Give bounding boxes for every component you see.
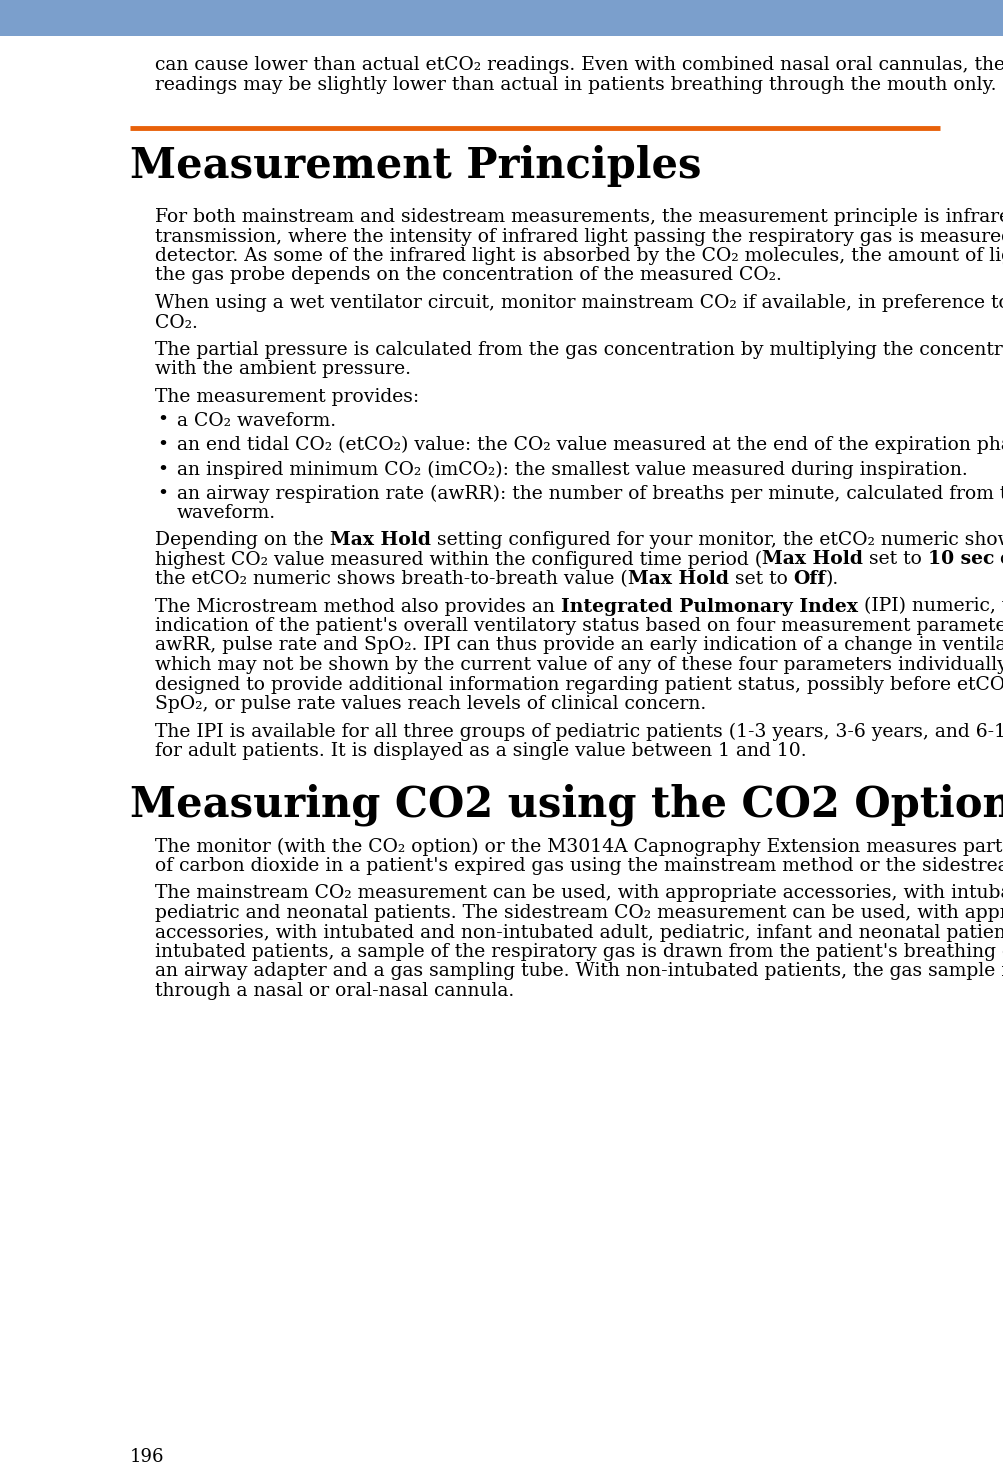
Text: intubated patients, a sample of the respiratory gas is drawn from the patient's : intubated patients, a sample of the resp… — [154, 943, 1003, 961]
Text: an airway respiration rate (awRR): the number of breaths per minute, calculated : an airway respiration rate (awRR): the n… — [177, 486, 1003, 503]
Text: The measurement provides:: The measurement provides: — [154, 388, 418, 406]
Text: Off: Off — [792, 570, 825, 587]
Text: CO₂.: CO₂. — [154, 313, 198, 332]
Text: highest CO₂ value measured within the configured time period (: highest CO₂ value measured within the co… — [154, 551, 761, 568]
Bar — [0, 0, 1003, 35]
Text: of carbon dioxide in a patient's expired gas using the mainstream method or the : of carbon dioxide in a patient's expired… — [154, 858, 1003, 875]
Text: the etCO₂ numeric shows breath-to-breath value (: the etCO₂ numeric shows breath-to-breath… — [154, 570, 627, 587]
Text: detector. As some of the infrared light is absorbed by the CO₂ molecules, the am: detector. As some of the infrared light … — [154, 246, 1003, 266]
Text: with the ambient pressure.: with the ambient pressure. — [154, 360, 410, 378]
Text: accessories, with intubated and non-intubated adult, pediatric, infant and neona: accessories, with intubated and non-intu… — [154, 924, 1003, 942]
Text: indication of the patient's overall ventilatory status based on four measurement: indication of the patient's overall vent… — [154, 617, 1003, 635]
Text: SpO₂, or pulse rate values reach levels of clinical concern.: SpO₂, or pulse rate values reach levels … — [154, 695, 705, 713]
Text: awRR, pulse rate and SpO₂. IPI can thus provide an early indication of a change : awRR, pulse rate and SpO₂. IPI can thus … — [154, 636, 1003, 654]
Text: 10 sec: 10 sec — [927, 551, 993, 568]
Text: a CO₂ waveform.: a CO₂ waveform. — [177, 412, 336, 430]
Text: readings may be slightly lower than actual in patients breathing through the mou: readings may be slightly lower than actu… — [154, 75, 996, 93]
Text: an end tidal CO₂ (etCO₂) value: the CO₂ value measured at the end of the expirat: an end tidal CO₂ (etCO₂) value: the CO₂ … — [177, 435, 1003, 455]
Text: (IPI) numeric, which is an: (IPI) numeric, which is an — [857, 598, 1003, 615]
Text: The IPI is available for all three groups of pediatric patients (1-3 years, 3-6 : The IPI is available for all three group… — [154, 722, 1003, 741]
Text: the gas probe depends on the concentration of the measured CO₂.: the gas probe depends on the concentrati… — [154, 267, 781, 285]
Text: •: • — [156, 486, 168, 503]
Text: waveform.: waveform. — [177, 505, 276, 523]
Text: for adult patients. It is displayed as a single value between 1 and 10.: for adult patients. It is displayed as a… — [154, 742, 805, 760]
Text: ).: ). — [825, 570, 839, 587]
Text: Max Hold: Max Hold — [329, 531, 430, 549]
Text: Integrated Pulmonary Index: Integrated Pulmonary Index — [561, 598, 857, 615]
Text: •: • — [156, 435, 168, 455]
Text: •: • — [156, 412, 168, 430]
Text: can cause lower than actual etCO₂ readings. Even with combined nasal oral cannul: can cause lower than actual etCO₂ readin… — [154, 56, 1003, 74]
Text: For both mainstream and sidestream measurements, the measurement principle is in: For both mainstream and sidestream measu… — [154, 208, 1003, 226]
Text: 196: 196 — [129, 1448, 164, 1466]
Text: designed to provide additional information regarding patient status, possibly be: designed to provide additional informati… — [154, 676, 1003, 694]
Text: set to: set to — [863, 551, 927, 568]
Text: which may not be shown by the current value of any of these four parameters indi: which may not be shown by the current va… — [154, 655, 1003, 675]
Text: The mainstream CO₂ measurement can be used, with appropriate accessories, with i: The mainstream CO₂ measurement can be us… — [154, 884, 1003, 902]
Text: through a nasal or oral-nasal cannula.: through a nasal or oral-nasal cannula. — [154, 982, 514, 1001]
Text: Max Hold: Max Hold — [627, 570, 728, 587]
Text: an inspired minimum CO₂ (imCO₂): the smallest value measured during inspiration.: an inspired minimum CO₂ (imCO₂): the sma… — [177, 461, 967, 478]
Text: Measuring CO2 using the CO2 Option or M3014A: Measuring CO2 using the CO2 Option or M3… — [129, 784, 1003, 827]
Text: The monitor (with the CO₂ option) or the M3014A Capnography Extension measures p: The monitor (with the CO₂ option) or the… — [154, 837, 1003, 856]
Text: The Microstream method also provides an: The Microstream method also provides an — [154, 598, 561, 615]
Text: Max Hold: Max Hold — [761, 551, 863, 568]
Text: set to: set to — [728, 570, 792, 587]
Text: When using a wet ventilator circuit, monitor mainstream CO₂ if available, in pre: When using a wet ventilator circuit, mon… — [154, 294, 1003, 311]
Text: pediatric and neonatal patients. The sidestream CO₂ measurement can be used, wit: pediatric and neonatal patients. The sid… — [154, 903, 1003, 922]
Text: setting configured for your monitor, the etCO₂ numeric shows either the: setting configured for your monitor, the… — [430, 531, 1003, 549]
Text: an airway adapter and a gas sampling tube. With non-intubated patients, the gas : an airway adapter and a gas sampling tub… — [154, 962, 1003, 980]
Text: or: or — [993, 551, 1003, 568]
Text: Depending on the: Depending on the — [154, 531, 329, 549]
Text: 14  Monitoring Carbon Dioxide: 14 Monitoring Carbon Dioxide — [14, 6, 420, 30]
Text: Measurement Principles: Measurement Principles — [129, 145, 701, 187]
Text: •: • — [156, 461, 168, 478]
Text: The partial pressure is calculated from the gas concentration by multiplying the: The partial pressure is calculated from … — [154, 341, 1003, 359]
Text: transmission, where the intensity of infrared light passing the respiratory gas : transmission, where the intensity of inf… — [154, 227, 1003, 245]
